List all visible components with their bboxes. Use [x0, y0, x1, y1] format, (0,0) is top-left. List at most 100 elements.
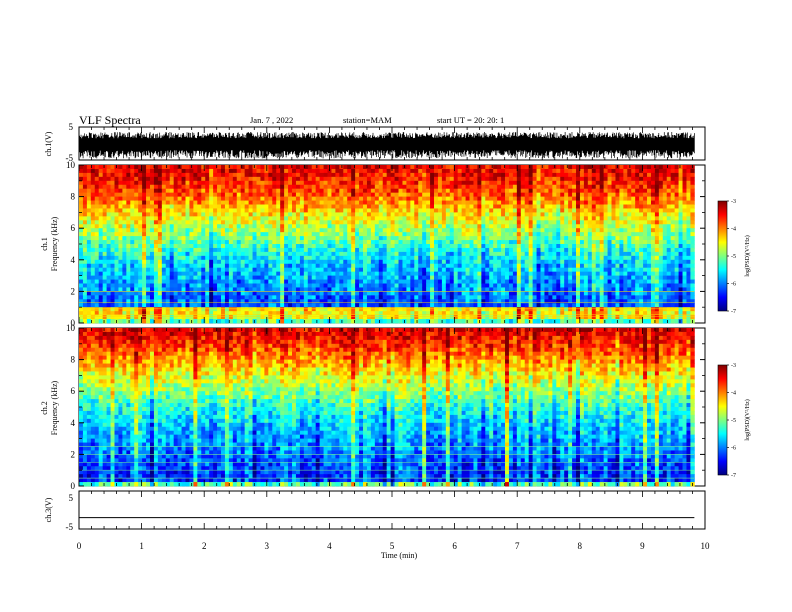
spectrogram-cell — [94, 267, 100, 273]
spectrogram-cell — [524, 180, 530, 186]
spectrogram-cell — [319, 184, 324, 190]
spectrogram-cell — [544, 196, 549, 201]
spectrogram-cell — [142, 271, 147, 276]
spectrogram-cell — [406, 236, 411, 241]
spectrogram-cell — [299, 192, 305, 197]
spectrogram-cell — [161, 188, 167, 194]
spectrogram-cell — [288, 255, 293, 261]
spectrogram-cell — [252, 188, 257, 194]
spectrogram-cell — [94, 220, 100, 225]
spectrogram-cell — [217, 165, 222, 170]
spectrogram-cell — [252, 172, 257, 178]
spectrogram-cell — [303, 247, 309, 253]
spectrogram-cell — [331, 180, 336, 186]
spectrogram-cell — [299, 188, 305, 194]
spectrogram-cell — [457, 315, 463, 320]
spectrogram-cell — [568, 176, 573, 182]
spectrogram-cell — [157, 303, 163, 308]
spectrogram-cell — [142, 220, 147, 225]
spectrogram-cell — [386, 232, 392, 237]
spectrogram-cell — [347, 291, 352, 296]
spectrogram-cell — [161, 204, 167, 209]
spectrogram-cell — [382, 255, 388, 261]
spectrogram-cell — [303, 255, 309, 261]
spectrogram-cell — [552, 295, 557, 300]
spectrogram-cell — [560, 236, 565, 241]
spectrogram-cell — [335, 307, 340, 312]
spectrogram-cell — [552, 224, 557, 229]
spectrogram-cell — [516, 267, 522, 273]
spectrogram-cell — [430, 168, 435, 174]
spectrogram-cell — [382, 287, 388, 292]
spectrogram-cell — [505, 259, 510, 265]
spectrogram-cell — [359, 172, 364, 178]
spectrogram-cell — [449, 271, 455, 276]
spectrogram-cell — [173, 236, 179, 241]
spectrogram-cell — [418, 287, 423, 292]
spectrogram-cell — [161, 315, 167, 320]
spectrogram-cell — [248, 240, 253, 245]
spectrogram-cell — [130, 196, 135, 201]
spectrogram-cell — [339, 236, 344, 241]
spectrogram-cell — [169, 236, 175, 241]
spectrogram-cell — [319, 287, 324, 292]
spectrogram-cell — [355, 212, 360, 217]
spectrogram-cell — [153, 263, 159, 269]
spectrogram-cell — [256, 287, 261, 292]
spectrogram-cell — [307, 176, 313, 182]
spectrogram-cell — [319, 165, 324, 170]
spectrogram-cell — [485, 232, 490, 237]
spectrogram-cell — [386, 220, 392, 225]
spectrogram-cell — [272, 172, 277, 178]
spectrogram-cell — [94, 176, 100, 182]
spectrogram-cell — [280, 271, 285, 276]
spectrogram-cell — [134, 236, 139, 241]
spectrogram-cell — [86, 232, 92, 237]
spectrogram-cell — [157, 196, 163, 201]
spectrogram-cell — [457, 212, 463, 217]
spectrogram-cell — [228, 228, 234, 233]
spectrogram-cell — [110, 180, 115, 186]
spectrogram-cell — [134, 287, 139, 292]
spectrogram-cell — [307, 271, 313, 276]
spectrogram-cell — [315, 311, 321, 316]
spectrogram-cell — [434, 240, 439, 245]
spectrogram-cell — [410, 283, 415, 288]
spectrogram-cell — [122, 188, 127, 194]
spectrogram-cell — [307, 240, 313, 245]
spectrogram-cell — [165, 303, 171, 308]
spectrogram-cell — [430, 244, 435, 249]
spectrogram-cell — [390, 271, 395, 276]
spectrogram-cell — [374, 255, 380, 261]
spectrogram-cell — [477, 224, 482, 229]
spectrogram-cell — [138, 244, 143, 249]
spectrogram-cell — [240, 267, 246, 273]
spectrogram-cell — [366, 172, 372, 178]
spectrogram-cell — [426, 180, 431, 186]
spectrogram-cell — [394, 236, 399, 241]
spectrogram-cell — [453, 291, 459, 296]
spectrogram-cell — [209, 236, 214, 241]
spectrogram-cell — [130, 247, 135, 253]
spectrogram-cell — [284, 311, 289, 316]
spectrogram-cell — [138, 251, 143, 257]
spectrogram-cell — [422, 259, 427, 265]
spectrogram-cell — [173, 172, 179, 178]
spectrogram-cell — [295, 172, 301, 178]
spectrogram-cell — [505, 244, 510, 249]
spectrogram-cell — [205, 168, 210, 174]
spectrogram-cell — [94, 319, 100, 324]
spectrogram-cell — [82, 251, 88, 257]
spectrogram-cell — [564, 255, 569, 261]
spectrogram-cell — [469, 232, 474, 237]
spectrogram-cell — [217, 279, 222, 284]
spectrogram-cell — [477, 184, 482, 190]
spectrogram-cell — [481, 184, 486, 190]
spectrogram-cell — [197, 212, 202, 217]
spectrogram-cell — [512, 283, 518, 288]
spectrogram-cell — [272, 236, 277, 241]
spectrogram-cell — [323, 200, 328, 205]
spectrogram-cell — [98, 259, 104, 265]
spectrogram-cell — [339, 204, 344, 209]
spectrogram-cell — [548, 240, 553, 245]
